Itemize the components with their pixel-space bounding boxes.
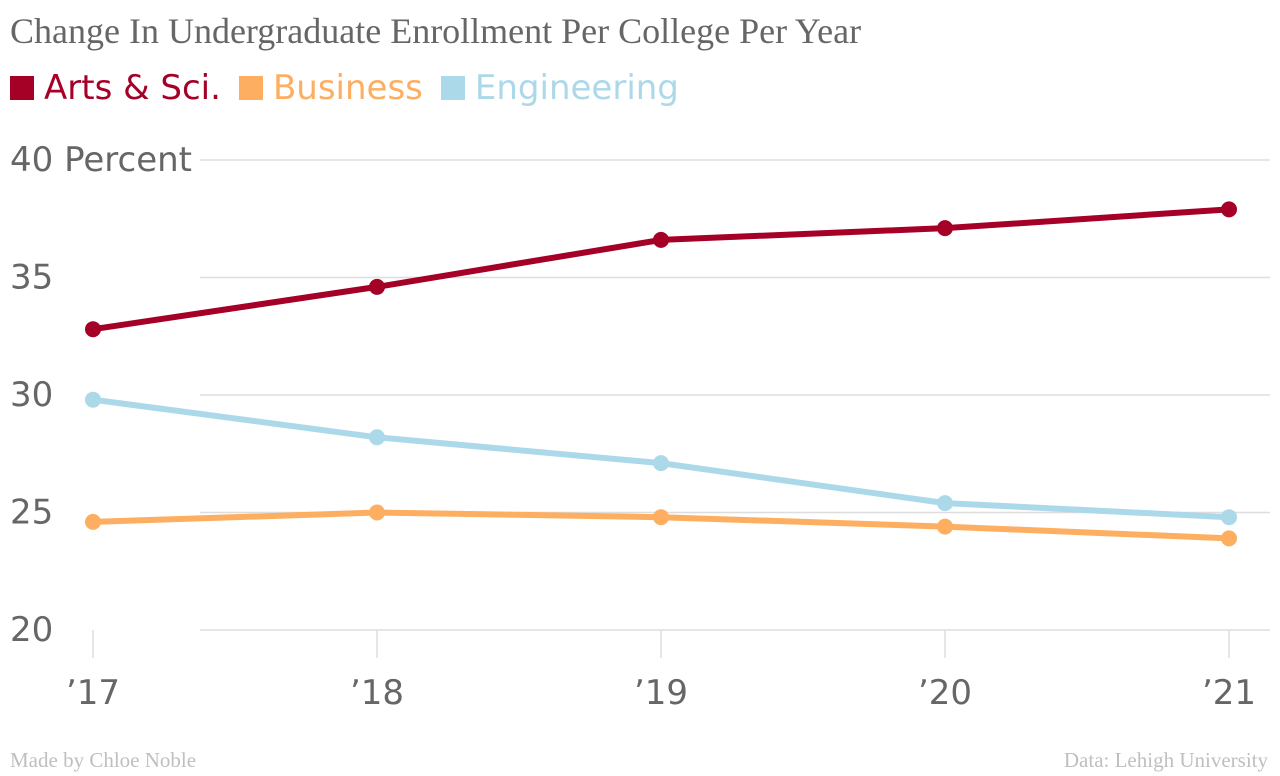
y-tick-label: 20: [10, 610, 53, 650]
data-point-arts-sci: [1221, 201, 1237, 218]
data-point-arts-sci: [653, 231, 669, 248]
data-point-engineering: [653, 455, 669, 472]
y-tick-label: 35: [10, 258, 53, 298]
legend-swatch-engineering: [440, 76, 465, 100]
x-tick-label: ’20: [918, 673, 972, 713]
legend-label-business: Business: [272, 68, 423, 108]
series-line-arts-sci: [90, 206, 1232, 333]
data-point-arts-sci: [937, 220, 953, 237]
chart-legend: Arts & Sci. Business Engineering: [10, 68, 697, 108]
y-tick-label: 30: [10, 375, 53, 415]
x-tick-label: ’18: [350, 673, 404, 713]
data-point-business: [369, 504, 385, 521]
x-tick-label: ’21: [1202, 673, 1256, 713]
legend-label-arts-sci: Arts & Sci.: [44, 68, 221, 108]
legend-label-engineering: Engineering: [474, 68, 679, 108]
legend-swatch-arts-sci: [10, 76, 34, 100]
data-point-business: [85, 513, 101, 530]
legend-item-engineering[interactable]: Engineering: [440, 68, 679, 108]
data-point-business: [937, 518, 953, 535]
data-point-engineering: [937, 495, 953, 512]
legend-item-business[interactable]: Business: [238, 68, 423, 108]
data-point-engineering: [85, 391, 101, 408]
data-point-engineering: [1221, 509, 1237, 526]
data-point-business: [1221, 530, 1237, 547]
y-tick-label: 25: [10, 493, 53, 533]
legend-item-arts-sci[interactable]: Arts & Sci.: [10, 68, 221, 108]
data-point-arts-sci: [85, 321, 101, 338]
y-tick-label: 40 Percent: [10, 140, 192, 180]
data-point-engineering: [369, 429, 385, 446]
footer-source: Data: Lehigh University: [1063, 748, 1268, 772]
x-tick-label: ’19: [634, 673, 688, 713]
data-point-arts-sci: [369, 278, 385, 295]
data-point-business: [653, 509, 669, 526]
chart-title: Change In Undergraduate Enrollment Per C…: [10, 11, 862, 51]
x-tick-label: ’17: [66, 673, 120, 713]
legend-swatch-business: [238, 76, 263, 100]
footer-credit: Made by Chloe Noble: [10, 748, 197, 772]
